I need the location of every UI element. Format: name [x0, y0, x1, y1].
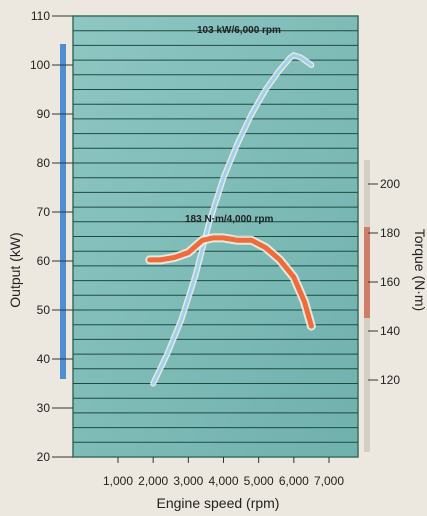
- speed-tick-label: 4,000: [208, 474, 238, 488]
- torque-tick-label: 120: [380, 373, 400, 387]
- x-axis-title: Engine speed (rpm): [157, 495, 280, 511]
- torque-axis-shade: [364, 160, 370, 452]
- curves: [145, 52, 316, 387]
- output-tick-label: 110: [31, 9, 50, 23]
- torque-tick-label: 160: [380, 275, 400, 289]
- speed-tick-label: 2,000: [138, 474, 168, 488]
- speed-tick-label: 6,000: [279, 474, 309, 488]
- output-curve: [151, 53, 313, 385]
- output-axis-ticks: 20 30 40 50 60 70 80 90 100 110: [30, 9, 73, 464]
- output-tick-label: 50: [37, 303, 51, 317]
- speed-tick-label: 1,000: [103, 474, 133, 488]
- y2-axis-title: Torque (N·m): [412, 229, 427, 311]
- output-tick-label: 100: [30, 58, 50, 72]
- output-tick-label: 40: [37, 352, 51, 366]
- output-tick-label: 30: [37, 401, 51, 415]
- torque-tick-label: 200: [380, 177, 400, 191]
- torque-axis-bar: [364, 227, 370, 318]
- output-tick-label: 70: [37, 205, 51, 219]
- output-tick-label: 80: [37, 156, 51, 170]
- output-tick-label: 20: [37, 450, 51, 464]
- annotation-peak-output: 103 kW/6,000 rpm: [197, 25, 281, 36]
- y-axis-title: Output (kW): [7, 232, 23, 307]
- torque-curve: [147, 235, 314, 329]
- speed-tick-label: 5,000: [244, 474, 274, 488]
- output-tick-label: 90: [37, 107, 51, 121]
- annotation-peak-torque: 183 N·m/4,000 rpm: [185, 214, 273, 225]
- torque-axis-ticks: 120 140 160 180 200: [368, 177, 400, 387]
- torque-tick-label: 180: [380, 226, 400, 240]
- speed-tick-label: 3,000: [173, 474, 203, 488]
- speed-tick-label: 7,000: [314, 474, 344, 488]
- engine-speed-axis-ticks: 1,000 2,000 3,000 4,000 5,000 6,000 7,000: [103, 457, 344, 488]
- gridlines: [73, 30, 358, 443]
- torque-tick-label: 140: [380, 324, 400, 338]
- output-tick-label: 60: [37, 254, 51, 268]
